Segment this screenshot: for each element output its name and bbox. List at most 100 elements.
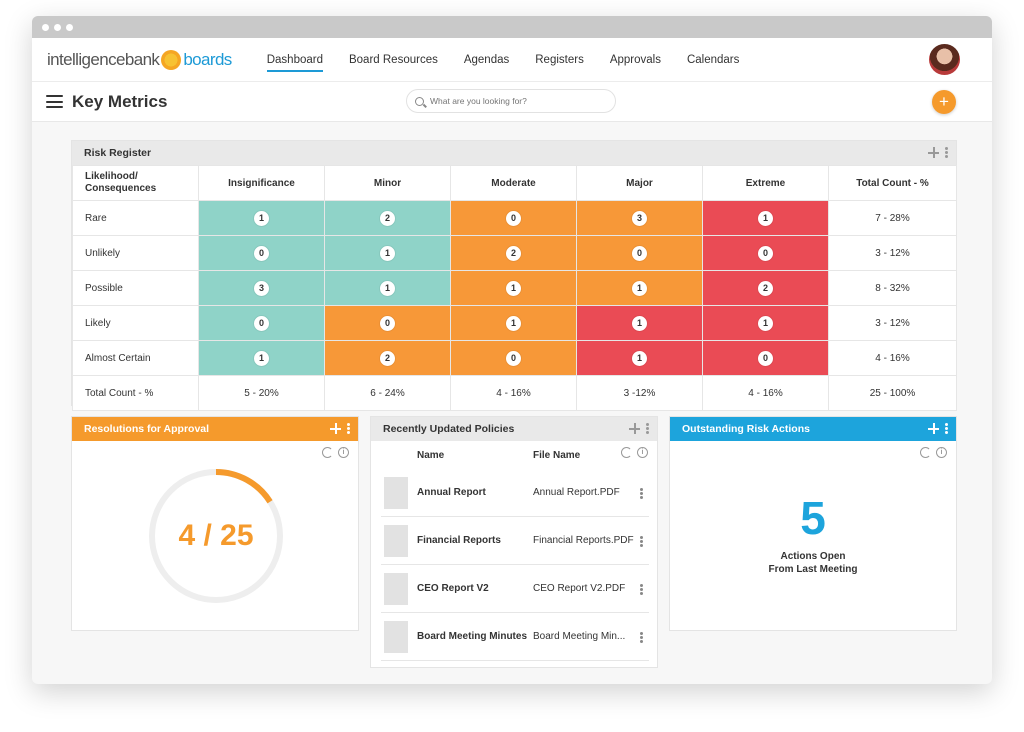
actions-line: Actions Open xyxy=(780,551,846,562)
nav-approvals[interactable]: Approvals xyxy=(609,53,661,66)
move-icon[interactable] xyxy=(928,147,939,158)
risk-cell[interactable]: 2 xyxy=(450,235,577,271)
nav-links: Dashboard Board Resources Agendas Regist… xyxy=(254,38,753,82)
info-icon[interactable]: i xyxy=(936,447,947,458)
count-badge: 2 xyxy=(380,350,395,366)
row-total: 3 - 12% xyxy=(828,235,957,271)
risk-cell[interactable]: 3 xyxy=(198,270,325,306)
kebab-icon[interactable] xyxy=(640,488,643,499)
actions-line: From Last Meeting xyxy=(768,564,858,575)
kebab-icon[interactable] xyxy=(945,147,948,158)
page-header: Key Metrics + xyxy=(32,82,992,122)
refresh-icon[interactable] xyxy=(621,447,632,458)
info-icon[interactable]: i xyxy=(637,447,648,458)
avatar[interactable] xyxy=(929,44,960,75)
column-header: Total Count - % xyxy=(828,165,957,201)
count-badge: 3 xyxy=(254,280,269,296)
column-total: 6 - 24% xyxy=(324,375,451,411)
risk-cell[interactable]: 2 xyxy=(324,340,451,376)
document-thumbnail xyxy=(384,573,408,605)
window-chrome xyxy=(32,16,992,38)
count-badge: 1 xyxy=(254,350,269,366)
list-item[interactable]: Board Meeting Minutes Board Meeting Min.… xyxy=(381,613,649,661)
column-header-name: Name xyxy=(417,450,445,461)
grand-total: 25 - 100% xyxy=(828,375,957,411)
column-header: Insignificance xyxy=(198,165,325,201)
count-badge: 0 xyxy=(758,245,773,261)
risk-cell[interactable]: 0 xyxy=(450,340,577,376)
risk-cell[interactable]: 1 xyxy=(198,340,325,376)
move-icon[interactable] xyxy=(330,423,341,434)
nav-agendas[interactable]: Agendas xyxy=(463,53,510,66)
window-dot-icon[interactable] xyxy=(66,23,73,31)
count-badge: 0 xyxy=(506,350,521,366)
risk-cell[interactable]: 1 xyxy=(450,305,577,341)
panel-title: Recently Updated Policies xyxy=(383,423,515,435)
info-icon[interactable]: i xyxy=(338,447,349,458)
risk-cell[interactable]: 1 xyxy=(702,200,829,236)
kebab-icon[interactable] xyxy=(640,584,643,595)
refresh-icon[interactable] xyxy=(920,447,931,458)
risk-cell[interactable]: 1 xyxy=(576,305,703,341)
risk-cell[interactable]: 0 xyxy=(450,200,577,236)
risk-cell[interactable]: 2 xyxy=(324,200,451,236)
nav-dashboard[interactable]: Dashboard xyxy=(254,38,336,82)
corner-header-line: Consequences xyxy=(85,183,157,194)
corner-header: Likelihood/ Consequences xyxy=(72,165,199,201)
outstanding-risk-panel: Outstanding Risk Actions i 5 Actions Ope… xyxy=(669,416,957,631)
resolutions-header: Resolutions for Approval xyxy=(72,417,358,441)
risk-cell[interactable]: 1 xyxy=(576,340,703,376)
risk-cell[interactable]: 1 xyxy=(702,305,829,341)
row-label: Unlikely xyxy=(72,235,199,271)
window-dot-icon[interactable] xyxy=(42,23,49,31)
kebab-icon[interactable] xyxy=(347,423,350,434)
sun-logo-icon xyxy=(161,49,182,70)
risk-cell[interactable]: 0 xyxy=(198,305,325,341)
risk-cell[interactable]: 0 xyxy=(576,235,703,271)
nav-registers[interactable]: Registers xyxy=(535,53,584,66)
actions-open-count: 5 xyxy=(800,492,826,544)
risk-cell[interactable]: 3 xyxy=(576,200,703,236)
risk-cell[interactable]: 2 xyxy=(702,270,829,306)
risk-cell[interactable]: 1 xyxy=(576,270,703,306)
progress-ring-svg xyxy=(149,469,283,603)
risk-cell[interactable]: 1 xyxy=(324,270,451,306)
hamburger-icon[interactable] xyxy=(46,95,63,108)
count-badge: 3 xyxy=(632,210,647,226)
add-button[interactable]: + xyxy=(932,90,956,114)
search-box[interactable] xyxy=(406,89,616,113)
kebab-icon[interactable] xyxy=(640,536,643,547)
list-item[interactable]: CEO Report V2 CEO Report V2.PDF xyxy=(381,565,649,613)
row-label: Likely xyxy=(72,305,199,341)
policies-column-headers: Name File Name xyxy=(371,441,657,467)
risk-cell[interactable]: 0 xyxy=(324,305,451,341)
nav-calendars[interactable]: Calendars xyxy=(686,53,740,66)
column-total: 3 -12% xyxy=(576,375,703,411)
window-dot-icon[interactable] xyxy=(54,23,61,31)
table-row: Almost Certain 1 2 0 1 0 4 - 16% xyxy=(72,340,957,376)
list-item[interactable]: Annual Report Annual Report.PDF xyxy=(381,469,649,517)
row-total: 4 - 16% xyxy=(828,340,957,376)
search-input[interactable] xyxy=(430,96,600,106)
kebab-icon[interactable] xyxy=(646,423,649,434)
risk-cell[interactable]: 1 xyxy=(198,200,325,236)
count-badge: 2 xyxy=(758,280,773,296)
move-icon[interactable] xyxy=(928,423,939,434)
brand-logo[interactable]: intelligencebank boards xyxy=(47,49,232,70)
count-badge: 1 xyxy=(254,210,269,226)
risk-cell[interactable]: 1 xyxy=(450,270,577,306)
nav-board-resources[interactable]: Board Resources xyxy=(348,53,438,66)
refresh-icon[interactable] xyxy=(322,447,333,458)
risk-register-panel: Risk Register Likelihood/ Consequences I… xyxy=(71,140,957,411)
move-icon[interactable] xyxy=(629,423,640,434)
risk-cell[interactable]: 0 xyxy=(198,235,325,271)
risk-cell[interactable]: 0 xyxy=(702,340,829,376)
count-badge: 1 xyxy=(758,315,773,331)
count-badge: 0 xyxy=(254,245,269,261)
risk-cell[interactable]: 1 xyxy=(324,235,451,271)
count-badge: 1 xyxy=(632,350,647,366)
list-item[interactable]: Financial Reports Financial Reports.PDF xyxy=(381,517,649,565)
kebab-icon[interactable] xyxy=(640,632,643,643)
risk-cell[interactable]: 0 xyxy=(702,235,829,271)
kebab-icon[interactable] xyxy=(945,423,948,434)
